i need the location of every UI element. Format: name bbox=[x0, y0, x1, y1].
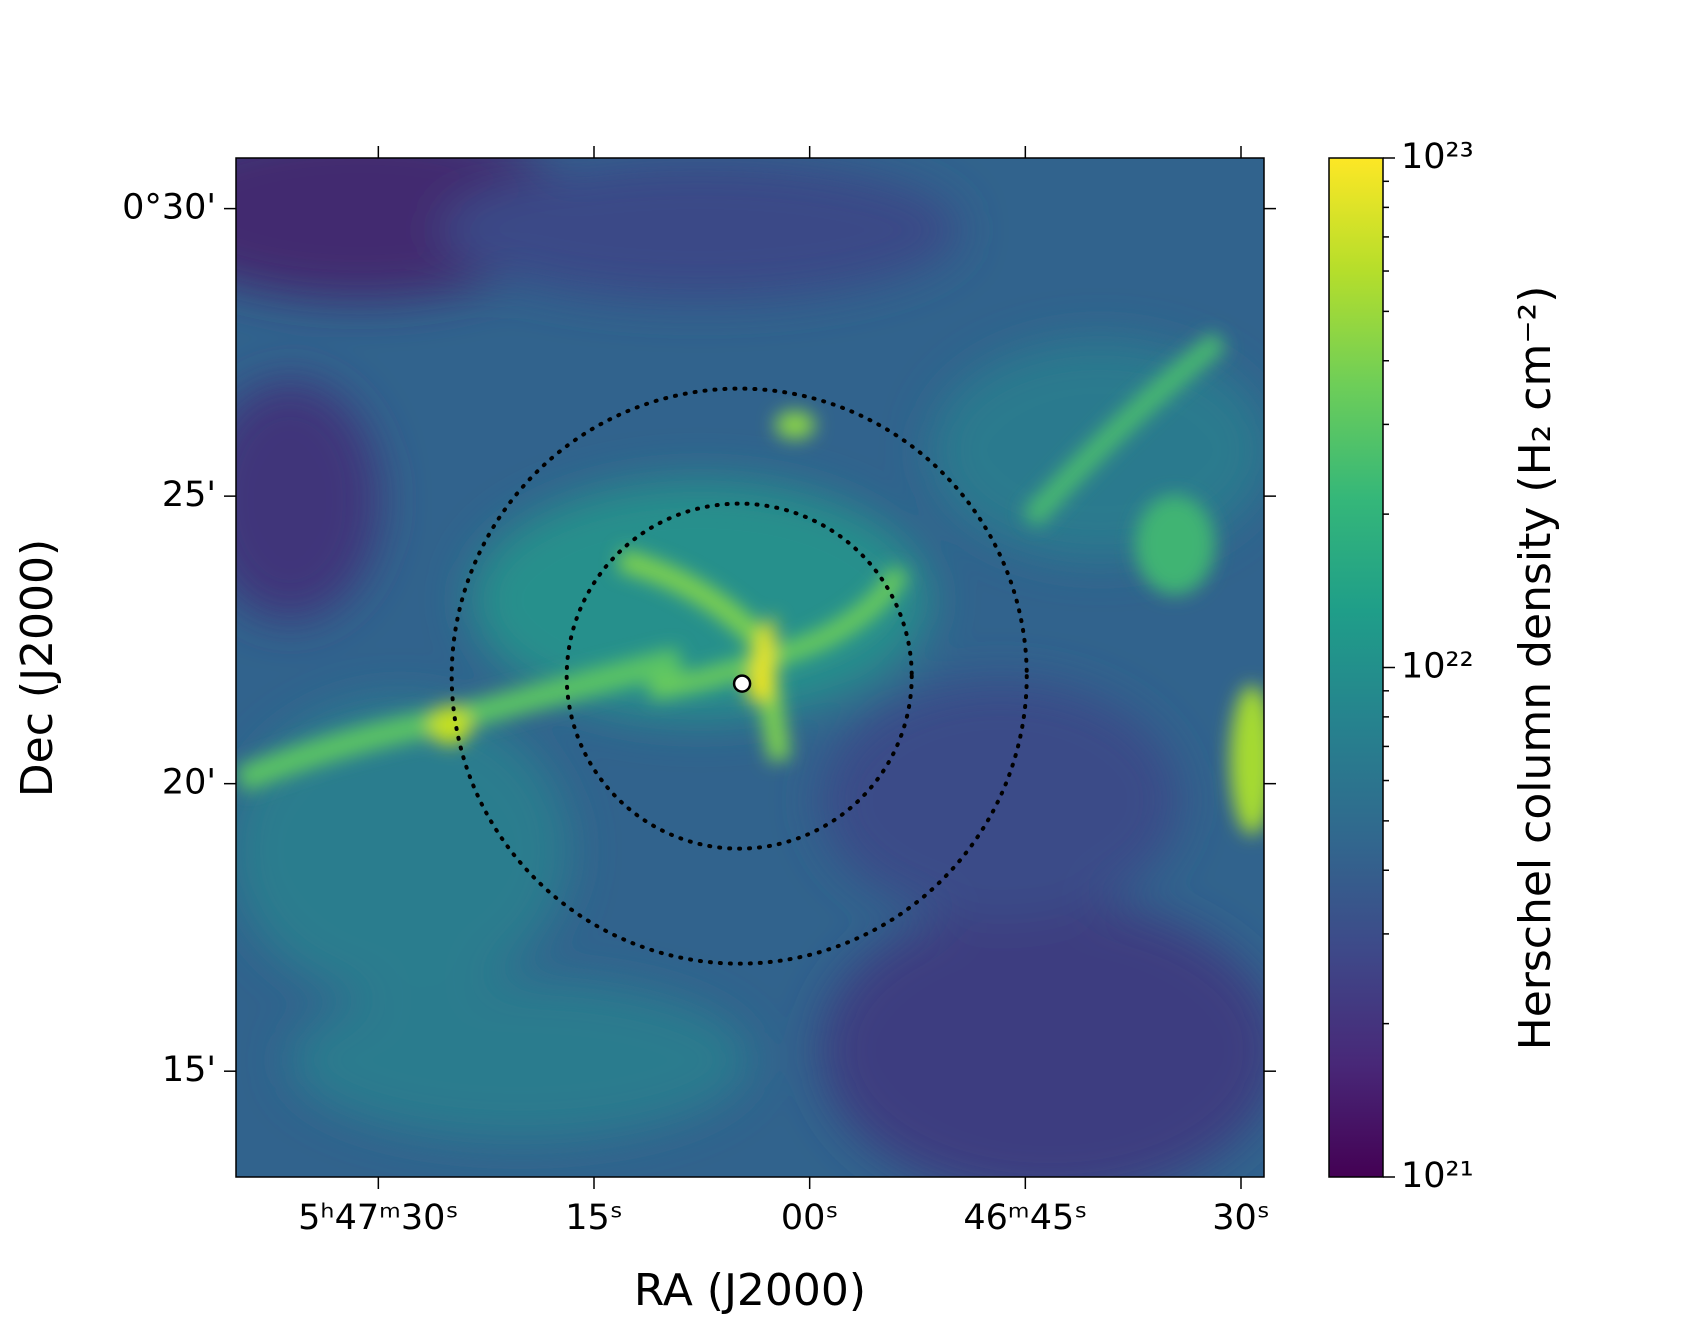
colorbar-label: Herschel column density (H₂ cm⁻²) bbox=[1510, 286, 1561, 1051]
x-tick-label: 30ˢ bbox=[1212, 1198, 1270, 1238]
y-axis-label: Dec (J2000) bbox=[12, 539, 63, 797]
colorbar bbox=[1328, 157, 1384, 1178]
column-density-map bbox=[236, 158, 1264, 1177]
plot-frame bbox=[235, 157, 1265, 1178]
region-circle bbox=[449, 386, 1029, 966]
y-tick-label: 0°30' bbox=[122, 188, 216, 228]
colorbar-tick-label: 10²³ bbox=[1401, 137, 1474, 177]
x-tick-label: 00ˢ bbox=[781, 1198, 839, 1238]
colorbar-tick-label: 10²² bbox=[1401, 647, 1474, 687]
region-circle bbox=[564, 501, 914, 851]
colorbar-tick-label: 10²¹ bbox=[1401, 1156, 1474, 1196]
x-tick-label: 15ˢ bbox=[565, 1198, 623, 1238]
x-tick-label: 5ʰ47ᵐ30ˢ bbox=[298, 1198, 458, 1238]
source-marker bbox=[732, 674, 752, 693]
y-tick-label: 25' bbox=[162, 475, 216, 515]
y-tick-label: 15' bbox=[162, 1050, 216, 1090]
y-tick-label: 20' bbox=[162, 763, 216, 803]
x-tick-label: 46ᵐ45ˢ bbox=[963, 1198, 1087, 1238]
x-axis-label: RA (J2000) bbox=[634, 1265, 866, 1316]
